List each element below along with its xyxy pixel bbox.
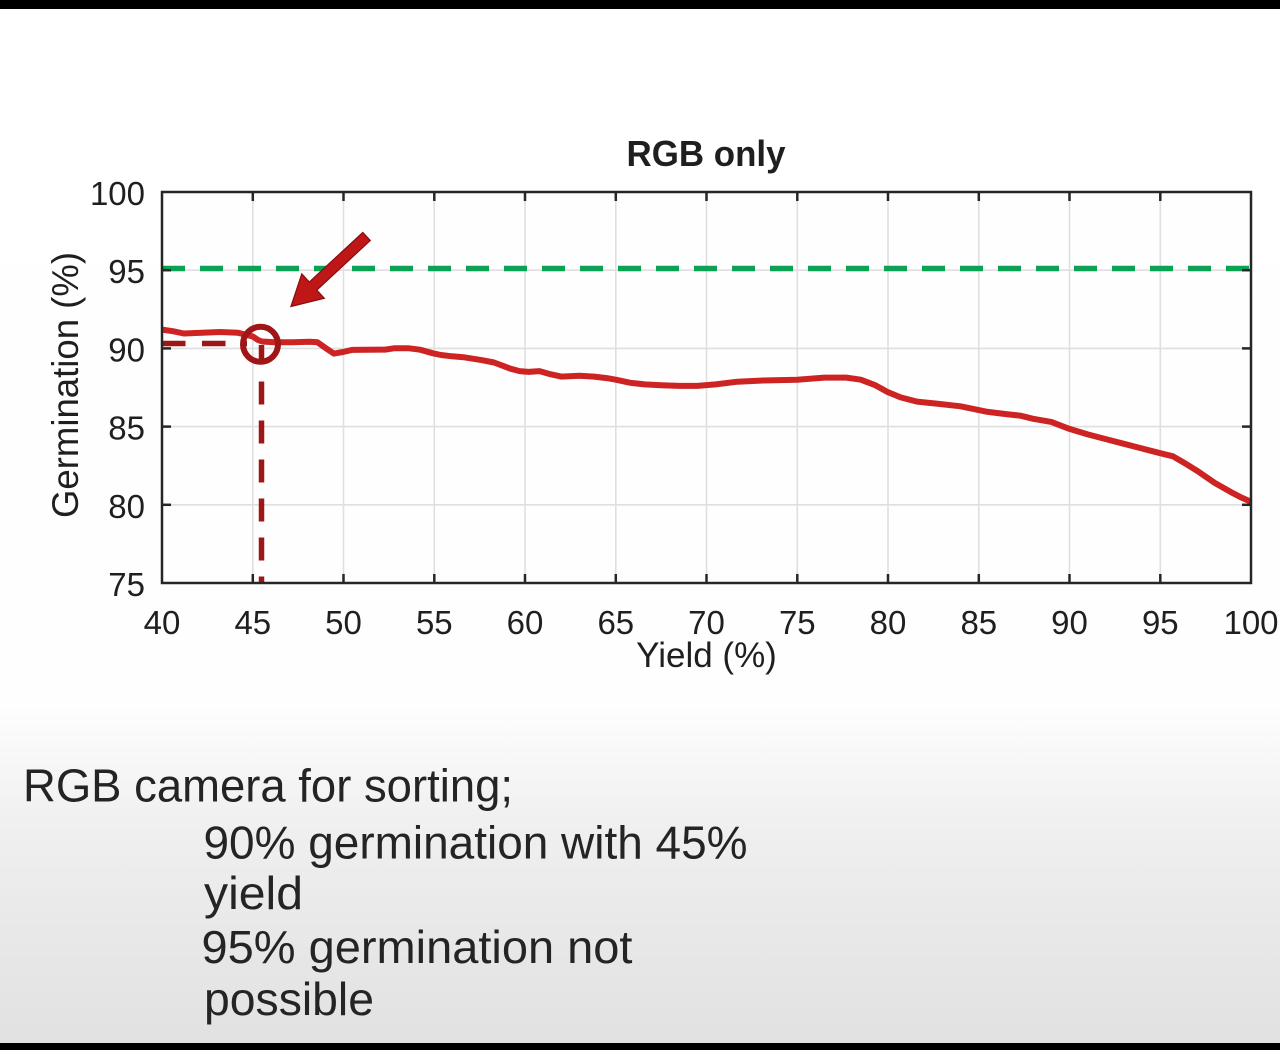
svg-text:RGB only: RGB only bbox=[627, 133, 786, 174]
svg-text:100: 100 bbox=[90, 175, 145, 212]
svg-text:45: 45 bbox=[234, 604, 271, 641]
svg-text:95% germination not: 95% germination not bbox=[202, 921, 633, 973]
svg-text:RGB camera for sorting;: RGB camera for sorting; bbox=[23, 760, 513, 812]
svg-text:95: 95 bbox=[108, 253, 145, 290]
svg-text:85: 85 bbox=[108, 410, 145, 447]
svg-text:possible: possible bbox=[204, 973, 374, 1025]
svg-text:40: 40 bbox=[144, 604, 181, 641]
svg-text:55: 55 bbox=[416, 604, 453, 641]
svg-text:60: 60 bbox=[507, 604, 544, 641]
svg-text:90: 90 bbox=[1051, 604, 1088, 641]
svg-text:85: 85 bbox=[960, 604, 997, 641]
svg-text:75: 75 bbox=[779, 604, 816, 641]
svg-text:80: 80 bbox=[108, 488, 145, 525]
svg-text:Yield (%): Yield (%) bbox=[636, 636, 777, 675]
svg-text:95: 95 bbox=[1142, 604, 1179, 641]
svg-text:90% germination with 45%: 90% germination with 45% bbox=[204, 817, 748, 869]
svg-text:yield: yield bbox=[204, 867, 303, 919]
svg-text:70: 70 bbox=[688, 604, 725, 641]
svg-text:75: 75 bbox=[108, 566, 145, 603]
svg-text:100: 100 bbox=[1223, 604, 1278, 641]
svg-text:50: 50 bbox=[325, 604, 362, 641]
svg-text:90: 90 bbox=[108, 332, 145, 369]
svg-text:65: 65 bbox=[597, 604, 634, 641]
svg-text:Germination (%): Germination (%) bbox=[44, 252, 86, 518]
svg-text:80: 80 bbox=[870, 604, 907, 641]
